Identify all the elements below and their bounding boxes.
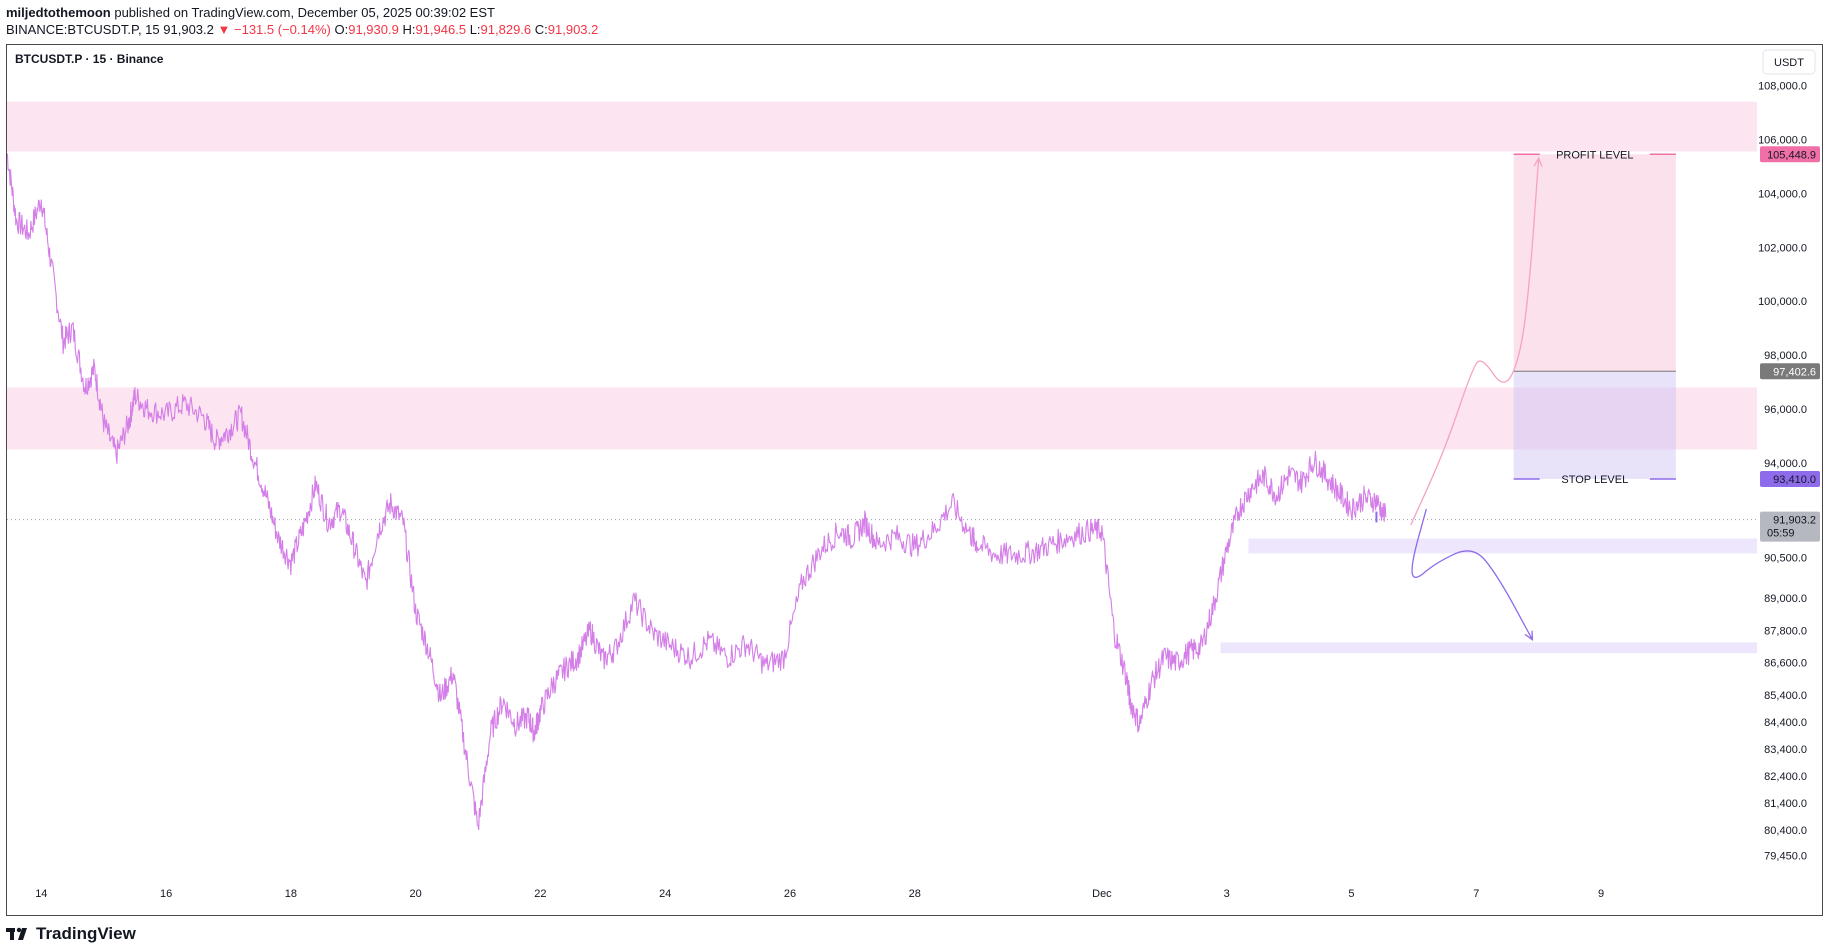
stop-price-badge-text: 93,410.0 (1773, 474, 1816, 486)
position-profit-area (1513, 154, 1676, 372)
profit-price-badge (1760, 146, 1820, 163)
y-tick-label: 79,450.0 (1764, 850, 1807, 862)
y-tick-label: 83,400.0 (1764, 744, 1807, 756)
x-tick-label: 22 (534, 888, 546, 900)
entry-price-badge-text: 97,402.6 (1773, 366, 1816, 378)
x-tick-label: 28 (909, 888, 921, 900)
tradingview-logo-icon (6, 927, 27, 940)
y-tick-label: 80,400.0 (1764, 825, 1807, 837)
low-label: L: (469, 22, 481, 37)
y-tick-label: 85,400.0 (1764, 690, 1807, 702)
last-price-badge-text: 91,903.2 (1773, 515, 1816, 527)
zone-lower-support-zone (1220, 642, 1757, 654)
projection-bullish-path[interactable] (1410, 158, 1540, 526)
x-tick-label: 3 (1224, 888, 1230, 900)
last-price-badge (1760, 511, 1820, 542)
currency-label: USDT (1774, 57, 1804, 69)
price-series-line[interactable] (7, 152, 1387, 831)
y-tick-label: 94,000.0 (1764, 458, 1807, 470)
chart-frame[interactable]: PROFIT LEVEL STOP LEVEL 108,000.0 106,000.0… (6, 44, 1823, 916)
change-text: −131.5 (−0.14%) (234, 22, 331, 37)
position-stop-area (1513, 371, 1676, 479)
ohlc-line: BINANCE:BTCUSDT.P, 15 91,903.2 ▼ −131.5 … (6, 22, 598, 37)
close-value: 91,903.2 (547, 22, 599, 37)
x-tick-label: 26 (784, 888, 796, 900)
y-tick-label: 108,000.0 (1758, 80, 1807, 92)
profit-price-badge-text: 105,448.9 (1767, 149, 1816, 161)
x-tick-label: 5 (1348, 888, 1354, 900)
brand-text: TradingView (36, 924, 136, 943)
x-tick-label: 9 (1598, 888, 1604, 900)
symbol-full: BINANCE:BTCUSDT.P, 15 (6, 22, 160, 37)
entry-price-badge (1760, 363, 1820, 380)
y-tick-label: 100,000.0 (1758, 296, 1807, 308)
author-name[interactable]: miljedtothemoon (6, 5, 111, 20)
y-tick-label: 102,000.0 (1758, 242, 1807, 254)
y-tick-label: 84,400.0 (1764, 717, 1807, 729)
zone-upper-supply-zone (7, 101, 1757, 152)
stop-price-badge (1760, 470, 1820, 487)
open-value: 91,930.9 (348, 22, 399, 37)
projection-arrowhead-bearish-path (1524, 630, 1534, 642)
low-value: 91,829.6 (480, 22, 532, 37)
open-label: O: (334, 22, 349, 37)
stop-level-label: STOP LEVEL (1561, 474, 1628, 486)
x-tick-label: 20 (410, 888, 422, 900)
high-value: 91,946.5 (415, 22, 467, 37)
chart-title[interactable]: BTCUSDT.P · 15 · Binance (15, 52, 164, 66)
y-tick-label: 90,500.0 (1764, 552, 1807, 564)
y-tick-label: 82,400.0 (1764, 771, 1807, 783)
currency-button[interactable] (1762, 49, 1816, 75)
publish-info: miljedtothemoon published on TradingView… (6, 5, 495, 20)
x-tick-label: 24 (659, 888, 671, 900)
y-tick-label: 87,800.0 (1764, 625, 1807, 637)
y-tick-label: 81,400.0 (1764, 798, 1807, 810)
x-tick-label: 18 (285, 888, 297, 900)
last-price-text: 91,903.2 (163, 22, 214, 37)
y-tick-label: 89,000.0 (1764, 593, 1807, 605)
published-text: published on TradingView.com, December 0… (114, 5, 495, 20)
y-tick-label: 86,600.0 (1764, 658, 1807, 670)
high-label: H: (402, 22, 416, 37)
zone-middle-supply-zone (7, 387, 1757, 450)
y-tick-label: 96,000.0 (1764, 404, 1807, 416)
zone-current-support-zone (1248, 538, 1757, 554)
close-label: C: (534, 22, 548, 37)
down-arrow-icon: ▼ (217, 22, 231, 37)
x-tick-label: 16 (160, 888, 172, 900)
bar-countdown-text: 05:59 (1767, 528, 1795, 540)
projection-bearish-path[interactable] (1411, 508, 1533, 641)
x-tick-label: 7 (1473, 888, 1479, 900)
y-tick-label: 106,000.0 (1758, 134, 1807, 146)
y-tick-label: 104,000.0 (1758, 188, 1807, 200)
y-tick-label: 98,000.0 (1764, 350, 1807, 362)
x-tick-label: 14 (35, 888, 47, 900)
x-tick-label: Dec (1092, 888, 1112, 900)
profit-level-label: PROFIT LEVEL (1556, 149, 1633, 161)
projection-arrowhead-bullish-path (1533, 156, 1543, 167)
tradingview-brand[interactable]: TradingView (6, 924, 136, 944)
chart-canvas[interactable]: PROFIT LEVEL STOP LEVEL 108,000.0 106,000.0… (7, 45, 1822, 915)
